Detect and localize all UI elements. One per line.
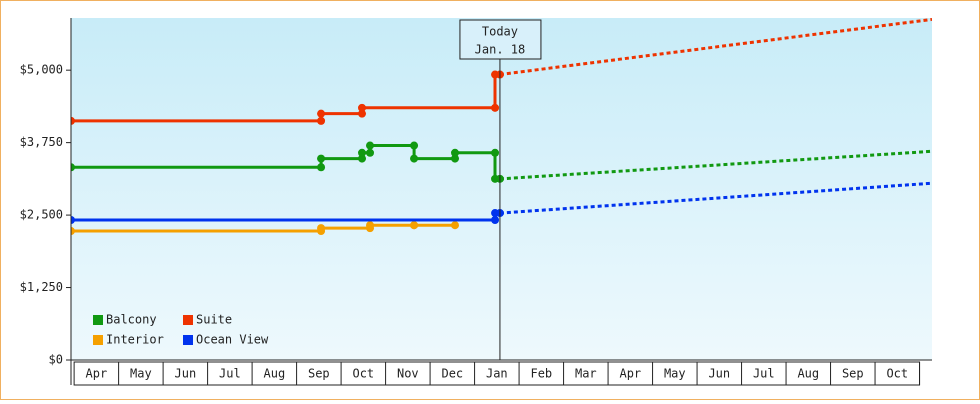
point bbox=[71, 163, 75, 172]
x-tick-label: May bbox=[130, 367, 152, 381]
x-tick-label: Dec bbox=[441, 367, 463, 381]
legend-swatch bbox=[93, 335, 103, 345]
point bbox=[317, 224, 326, 233]
x-tick-label: Nov bbox=[397, 367, 419, 381]
projected-line bbox=[499, 181, 932, 215]
point bbox=[317, 109, 326, 118]
legend-label: Balcony bbox=[106, 313, 157, 327]
point bbox=[358, 148, 367, 157]
today-label: Today bbox=[482, 25, 518, 39]
legend-label: Ocean View bbox=[196, 333, 269, 347]
point bbox=[491, 148, 500, 157]
x-tick-label: Sep bbox=[308, 367, 330, 381]
point bbox=[358, 103, 367, 112]
y-tick-label: $5,000 bbox=[20, 63, 63, 77]
point bbox=[366, 148, 375, 157]
projected-line bbox=[499, 18, 932, 76]
point bbox=[491, 103, 500, 112]
point bbox=[410, 154, 419, 163]
point bbox=[451, 154, 460, 163]
legend-label: Interior bbox=[106, 333, 164, 347]
point bbox=[451, 148, 460, 157]
x-tick-label: Jun bbox=[708, 367, 730, 381]
today-label: Jan. 18 bbox=[475, 43, 526, 57]
plot-area bbox=[71, 18, 932, 360]
x-tick-label: Jan bbox=[486, 367, 508, 381]
point bbox=[71, 216, 75, 225]
x-tick-label: Oct bbox=[886, 367, 908, 381]
projected-line bbox=[499, 149, 932, 181]
y-tick-label: $3,750 bbox=[20, 135, 63, 149]
x-tick-label: Aug bbox=[264, 367, 286, 381]
y-tick-label: $0 bbox=[49, 353, 63, 367]
point bbox=[410, 221, 419, 230]
point bbox=[317, 154, 326, 163]
x-tick-label: Jul bbox=[219, 367, 241, 381]
legend-swatch bbox=[93, 315, 103, 325]
x-tick-label: Feb bbox=[530, 367, 552, 381]
legend-label: Suite bbox=[196, 313, 232, 327]
legend-swatch bbox=[183, 315, 193, 325]
y-tick-label: $1,250 bbox=[20, 280, 63, 294]
x-tick-label: Apr bbox=[619, 367, 641, 381]
point bbox=[71, 227, 75, 236]
x-tick-label: May bbox=[664, 367, 686, 381]
series-line bbox=[71, 144, 500, 181]
point bbox=[71, 116, 75, 125]
point bbox=[366, 221, 375, 230]
point bbox=[358, 109, 367, 118]
x-tick-label: Apr bbox=[86, 367, 108, 381]
x-tick-label: Jun bbox=[175, 367, 197, 381]
point bbox=[451, 221, 460, 230]
today-box bbox=[459, 19, 542, 60]
x-tick-label: Jul bbox=[753, 367, 775, 381]
point bbox=[317, 163, 326, 172]
x-tick-label: Aug bbox=[797, 367, 819, 381]
point bbox=[317, 116, 326, 125]
y-tick-label: $2,500 bbox=[20, 208, 63, 222]
x-tick-label: Oct bbox=[352, 367, 374, 381]
x-tick-label: Mar bbox=[575, 367, 597, 381]
x-tick-label: Sep bbox=[842, 367, 864, 381]
point bbox=[410, 141, 419, 150]
point bbox=[491, 216, 500, 225]
point bbox=[358, 154, 367, 163]
point bbox=[366, 141, 375, 150]
legend-swatch bbox=[183, 335, 193, 345]
